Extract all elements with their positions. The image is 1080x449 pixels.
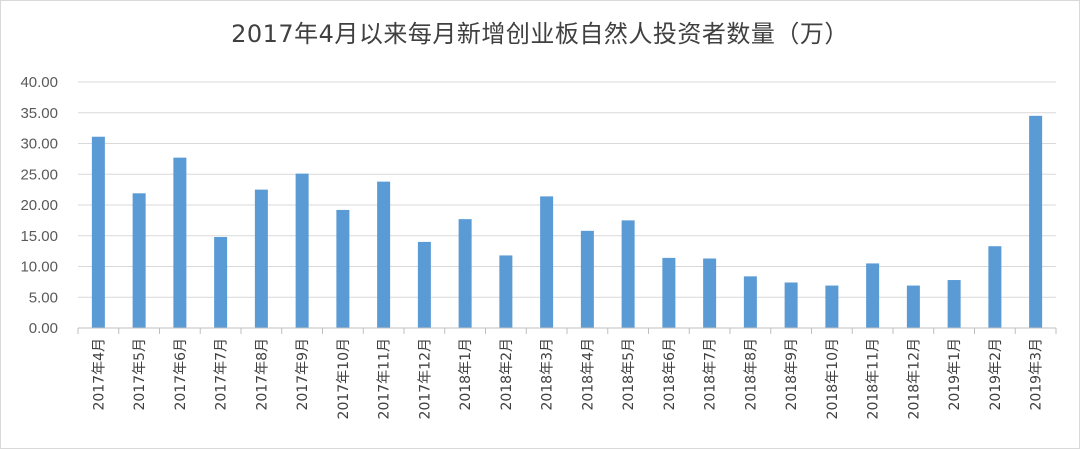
chart-title: 2017年4月以来每月新增创业板自然人投资者数量（万） (231, 20, 849, 48)
bar (499, 255, 513, 328)
bar (784, 282, 798, 328)
x-category-label: 2017年10月 (336, 338, 352, 419)
y-tick-label: 20.00 (20, 197, 58, 214)
x-category-label: 2017年5月 (132, 338, 148, 411)
bar (336, 209, 350, 328)
x-axis: 2017年4月 2017年5月 2017年6月 2017年7月 2017年8月 2017年… (77, 327, 1057, 419)
bars (91, 115, 1043, 328)
x-category-label: 2019年2月 (988, 338, 1004, 411)
x-category-label: 2018年4月 (580, 338, 596, 411)
bar (377, 181, 391, 328)
bar (91, 136, 105, 328)
bar (214, 236, 228, 328)
bar (254, 189, 268, 328)
x-category-label: 2019年3月 (1029, 338, 1045, 411)
bar (295, 173, 309, 328)
x-category-label: 2017年8月 (254, 338, 270, 411)
x-category-label: 2019年1月 (947, 338, 963, 411)
x-category-label: 2018年7月 (703, 338, 719, 411)
y-axis-labels: 0.00 5.00 10.00 15.00 20.00 25.00 30.00 35.00 40… (20, 74, 58, 337)
bar (580, 230, 594, 328)
bar (458, 219, 472, 328)
y-tick-label: 30.00 (20, 136, 58, 153)
x-category-label: 2017年6月 (173, 338, 189, 411)
x-category-label: 2018年3月 (540, 338, 556, 411)
x-category-label: 2018年6月 (662, 338, 678, 411)
x-category-label: 2017年7月 (214, 338, 230, 411)
bar (703, 258, 717, 328)
y-tick-label: 0.00 (29, 320, 58, 337)
bar (1029, 115, 1043, 328)
x-category-label: 2018年1月 (458, 338, 474, 411)
x-category-label: 2018年10月 (825, 338, 841, 419)
x-category-label: 2017年12月 (417, 338, 433, 419)
x-category-label: 2018年5月 (621, 338, 637, 411)
bar (662, 257, 676, 328)
bar (988, 246, 1002, 328)
x-category-label: 2018年2月 (499, 338, 515, 411)
x-category-label: 2018年11月 (866, 338, 882, 419)
y-tick-label: 10.00 (20, 259, 58, 276)
x-category-label: 2018年8月 (743, 338, 759, 411)
bar (906, 285, 920, 328)
x-category-label: 2017年9月 (295, 338, 311, 411)
bar (825, 285, 839, 328)
x-category-label: 2018年12月 (906, 338, 922, 419)
y-tick-label: 25.00 (20, 166, 58, 183)
y-tick-label: 5.00 (29, 289, 58, 306)
x-category-label: 2017年11月 (377, 338, 393, 419)
bar (947, 280, 961, 328)
bar (743, 276, 757, 328)
y-tick-label: 15.00 (20, 228, 58, 245)
bar (866, 263, 880, 328)
x-category-label: 2017年4月 (91, 338, 107, 411)
bar (540, 196, 554, 328)
bar (132, 193, 146, 328)
bar (621, 220, 635, 328)
bar (417, 241, 431, 328)
y-tick-label: 35.00 (20, 105, 58, 122)
y-tick-label: 40.00 (20, 74, 58, 91)
gridlines (78, 81, 1056, 298)
x-category-label: 2018年9月 (784, 338, 800, 411)
bar (173, 157, 187, 328)
